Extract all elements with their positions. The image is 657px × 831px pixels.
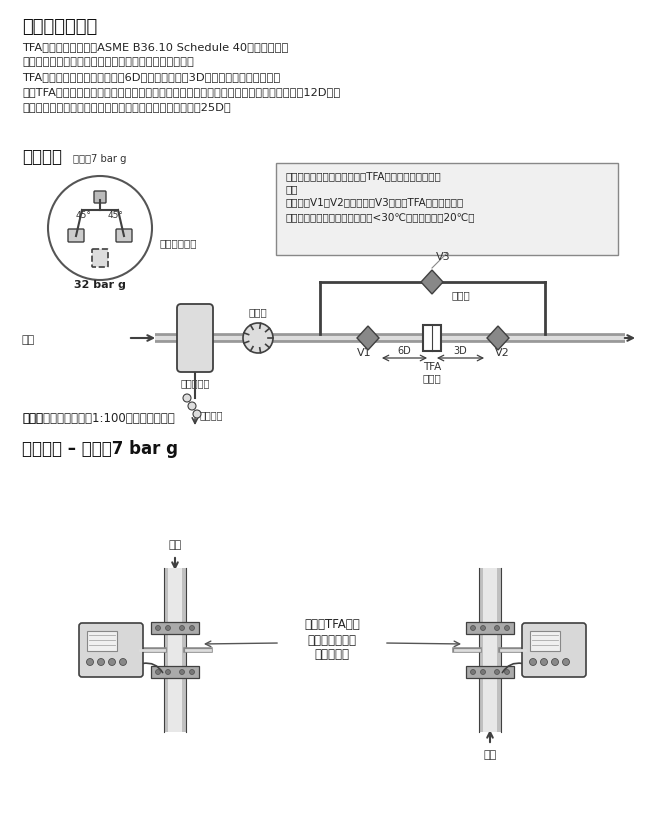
Text: 注意：蒸汽管道至少是1:100斜度的下降管。: 注意：蒸汽管道至少是1:100斜度的下降管。 [22,412,175,425]
Bar [423,325,441,351]
Text: 过滤器: 过滤器 [248,307,267,317]
Circle shape [189,626,194,631]
FancyArrowPatch shape [503,663,522,672]
Circle shape [166,670,171,675]
Circle shape [120,658,127,666]
Text: 果安装在控制阀和安全阀下游，我们建议直管段至少应增至25D。: 果安装在控制阀和安全阀下游，我们建议直管段至少应增至25D。 [22,102,231,112]
Circle shape [480,626,486,631]
Text: 汽水分离器: 汽水分离器 [180,378,210,388]
Text: TFA安装要求上游直管段不低于6D，直管段不低于3D，以确保测量的准确性。: TFA安装要求上游直管段不低于6D，直管段不低于3D，以确保测量的准确性。 [22,72,281,82]
Text: 直管段: 直管段 [452,290,471,300]
Bar [530,631,560,651]
Text: 关闭阀阀V1和V2，打开阀门V3，这样TFA流量计将被隔: 关闭阀阀V1和V2，打开阀门V3，这样TFA流量计将被隔 [285,197,463,207]
Circle shape [505,670,509,675]
Circle shape [530,658,537,666]
Text: 如果TFA安装在具有两个或以上弯管的下游，并且安装在不同平面上，上游直管段应增加至12D。如: 如果TFA安装在具有两个或以上弯管的下游，并且安装在不同平面上，上游直管段应增加… [22,87,340,97]
Text: TFA: TFA [423,362,441,372]
Text: 垂直安装 – 限制在7 bar g: 垂直安装 – 限制在7 bar g [22,440,178,458]
Bar [151,666,199,678]
Circle shape [495,670,499,675]
Text: 定。: 定。 [285,184,298,194]
Polygon shape [487,326,509,350]
Text: 流向: 流向 [168,540,181,550]
FancyBboxPatch shape [522,623,586,677]
Text: 蒸汽: 蒸汽 [22,335,35,345]
Text: 安装旁通管路可以安全的拆除TFA流量计以做维修或标: 安装旁通管路可以安全的拆除TFA流量计以做维修或标 [285,171,441,181]
Circle shape [188,402,196,410]
Bar [466,622,514,634]
Text: 水平安装: 水平安装 [22,148,62,166]
Text: 推荐的安装布置: 推荐的安装布置 [22,18,97,36]
Circle shape [183,394,191,402]
Text: 不要对TFA流量
计对夹法兰做保
温（隔热）: 不要对TFA流量 计对夹法兰做保 温（隔热） [304,618,360,661]
FancyBboxPatch shape [116,229,132,242]
Text: 45°: 45° [76,211,92,220]
Circle shape [193,410,201,418]
Bar [87,631,117,651]
Text: 限制在7 bar g: 限制在7 bar g [73,154,127,164]
Text: 45°: 45° [108,211,124,220]
FancyArrowPatch shape [143,663,163,672]
Text: 注意：: 注意： [22,412,43,425]
Text: 管道必须合适疏水并沿流动方向倾斜，避免测量不准确。: 管道必须合适疏水并沿流动方向倾斜，避免测量不准确。 [22,57,194,67]
Circle shape [87,658,93,666]
Text: 流量计: 流量计 [422,373,442,383]
Bar [466,666,514,678]
Circle shape [505,626,509,631]
Polygon shape [357,326,379,350]
Circle shape [495,626,499,631]
Circle shape [189,670,194,675]
Text: TFA流量计应当安装在ASME B36.10 Schedule 40或等效管道。: TFA流量计应当安装在ASME B36.10 Schedule 40或等效管道。 [22,42,288,52]
Circle shape [243,323,273,353]
FancyBboxPatch shape [92,249,108,267]
Circle shape [179,626,185,631]
FancyBboxPatch shape [276,163,618,255]
FancyBboxPatch shape [177,304,213,372]
Text: V3: V3 [436,252,451,262]
Text: V2: V2 [495,348,509,358]
Text: 安装限制条件: 安装限制条件 [160,238,198,248]
FancyBboxPatch shape [94,191,106,203]
Bar [151,622,199,634]
Circle shape [470,670,476,675]
Text: 3D: 3D [453,346,467,356]
Circle shape [156,670,160,675]
Circle shape [156,626,160,631]
Text: 32 bar g: 32 bar g [74,280,126,290]
Text: 6D: 6D [397,346,411,356]
Circle shape [562,658,570,666]
Circle shape [541,658,547,666]
Circle shape [179,670,185,675]
Polygon shape [421,270,443,294]
Text: 疏水阀组: 疏水阀组 [200,410,223,420]
Text: V1: V1 [357,348,371,358]
Circle shape [551,658,558,666]
Circle shape [166,626,171,631]
Circle shape [108,658,116,666]
Circle shape [97,658,104,666]
Text: 离，可重新进行零位调整（温度<30℃，理想情况是20℃。: 离，可重新进行零位调整（温度<30℃，理想情况是20℃。 [285,212,474,222]
FancyBboxPatch shape [79,623,143,677]
Text: 流向: 流向 [484,750,497,760]
Circle shape [470,626,476,631]
Circle shape [480,670,486,675]
FancyBboxPatch shape [68,229,84,242]
